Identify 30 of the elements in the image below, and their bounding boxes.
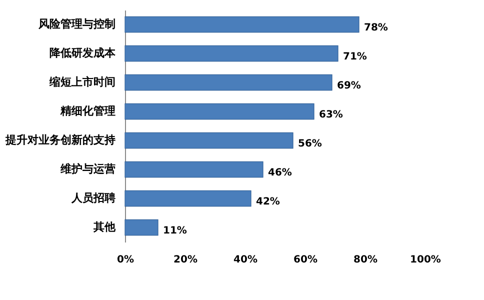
bar [124, 74, 332, 91]
bar [124, 219, 158, 236]
y-tick-label: 风险管理与控制 [38, 18, 116, 30]
y-tick-label: 精细化管理 [60, 104, 116, 118]
y-tick-label: 维护与运营 [60, 162, 116, 176]
data-label: 11% [163, 226, 187, 236]
x-tick-label: 20% [174, 254, 198, 266]
data-label: 69% [337, 80, 361, 92]
y-tick-label: 降低研发成本 [50, 46, 116, 60]
data-label: 56% [298, 138, 322, 150]
y-tick-label: 其他 [92, 220, 116, 234]
data-label: 71% [343, 52, 367, 62]
bar [124, 161, 264, 178]
data-label: 46% [268, 168, 292, 178]
x-tick-label: 80% [354, 254, 378, 266]
x-tick-label: 0% [117, 254, 134, 266]
x-tick-label: 60% [294, 254, 318, 266]
bar [124, 132, 294, 149]
x-tick-label: 40% [234, 254, 258, 266]
bar [124, 190, 252, 207]
data-label: 78% [364, 22, 388, 34]
y-tick-label: 缩短上市时间 [48, 76, 116, 88]
bar [124, 103, 314, 120]
data-label: 42% [256, 196, 280, 208]
data-label: 63% [319, 110, 343, 120]
y-tick-label: 提升对业务创新的支持 [4, 134, 116, 146]
x-tick-label: 100% [410, 254, 441, 266]
y-tick-label: 人员招聘 [70, 192, 116, 204]
bar [124, 16, 360, 33]
bar [124, 45, 338, 62]
